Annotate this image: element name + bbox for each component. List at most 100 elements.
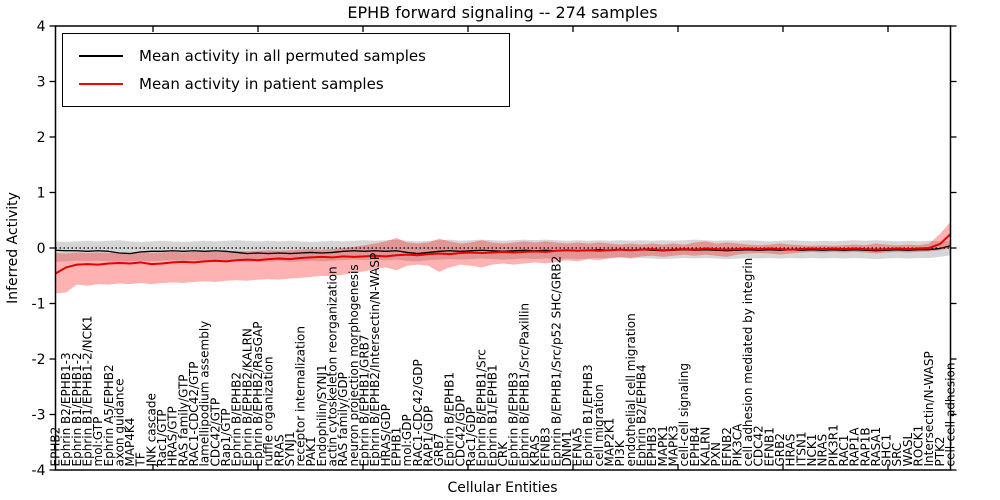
- x-tick-label: EFNA5: [571, 427, 585, 466]
- permuted-line-swatch: [79, 55, 123, 57]
- x-tick-label: RRAS: [272, 434, 286, 466]
- x-tick-label: axon guidance: [112, 379, 126, 467]
- x-tick-label: EFNB3: [539, 427, 553, 466]
- x-tick-label: Ephrin B/EPHB1/Src/Paxillin: [517, 303, 531, 467]
- x-tick-label: neuron projection morphogenesis: [347, 264, 361, 466]
- x-tick-label: SYNJ1: [283, 431, 297, 466]
- x-tick-label: endothelial cell migration: [624, 313, 638, 466]
- x-tick-label: HRAS/GDP: [379, 404, 393, 467]
- x-tick-label: Ephrin B1/EPHB1-2/NCK1: [80, 316, 94, 467]
- x-tick-label: PI3K: [613, 439, 627, 466]
- x-tick-label: Ephrin B/EPHB1: [443, 372, 457, 466]
- x-tick-label: DNM1: [560, 430, 574, 466]
- x-tick-label: PIK3R1: [826, 424, 840, 466]
- y-tick-label: -2: [32, 352, 46, 368]
- x-tick-label: EPHB3: [645, 427, 659, 467]
- x-tick-label: TF: [134, 452, 148, 467]
- x-tick-label: Ephrin B/EPHB3: [507, 372, 521, 466]
- x-tick-label: RAS family/GDP: [336, 372, 350, 466]
- x-tick-label: Ephrin B/EPHB1/Src/p52 SHC/GRB2: [549, 256, 563, 467]
- x-tick-label: KRAS: [528, 435, 542, 467]
- x-tick-label: MAPK3: [666, 425, 680, 466]
- x-tick-label: SHC1: [880, 434, 894, 467]
- x-tick-label: JNK cascade: [144, 393, 158, 467]
- x-tick-label: RAP1B: [858, 427, 872, 466]
- x-tick-label: Rap1/GTP: [219, 408, 233, 466]
- chart-title: EPHB forward signaling -- 274 samples: [347, 3, 658, 22]
- x-tick-label: Ephrin B/EPHB2/KALRN: [240, 328, 254, 466]
- x-tick-label: mol:GTP: [91, 417, 105, 467]
- legend: Mean activity in all permuted samples Me…: [62, 33, 510, 107]
- x-tick-label: RAC1: [837, 435, 851, 467]
- x-tick-label: Endophilin/SYNJ1: [315, 364, 329, 466]
- x-tick-label: CDC42/GTP: [208, 398, 222, 467]
- x-tick-label: cell migration: [592, 384, 606, 466]
- x-tick-label: WASL: [901, 432, 915, 466]
- x-tick-label: lamellipodium assembly: [198, 321, 212, 467]
- x-tick-label: EFNB1: [762, 427, 776, 466]
- x-tick-label: HRAS: [784, 434, 798, 467]
- y-tick-label: 3: [37, 75, 46, 91]
- x-tick-label: Rac1/GTP: [155, 409, 169, 466]
- x-tick-label: Ephrin B/EPHB1/GRB7: [357, 334, 371, 466]
- x-tick-label: CDC42: [752, 425, 766, 466]
- x-tick-label: Ephrin B2/EPHB4: [635, 364, 649, 466]
- x-tick-label: Ephrin B/EPHB2: [230, 372, 244, 466]
- x-tick-label: Ephrin B1/EPHB1: [485, 364, 499, 466]
- x-tick-label: receptor internalization: [294, 326, 308, 466]
- x-tick-label: cell adhesion mediated by integrin: [741, 258, 755, 467]
- x-tick-label: Rac1/GDP: [464, 407, 478, 466]
- x-tick-label: EFNB2: [720, 427, 734, 466]
- x-tick-label: ITSN1: [794, 431, 808, 466]
- x-tick-label: RAP1A: [848, 427, 862, 467]
- x-tick-label: KALRN: [698, 427, 712, 467]
- x-axis-title: Cellular Entities: [447, 480, 558, 496]
- x-tick-label: mol:GDP: [400, 414, 414, 466]
- y-tick-labels: -4 -3 -2 -1 0 1 2 3 4: [32, 19, 46, 479]
- confidence-bands: [55, 221, 951, 294]
- y-tick-label: -4: [32, 463, 46, 479]
- x-tick-label: Ephrin B1/EPHB1-2: [70, 352, 84, 466]
- x-tick-label: EPHB1: [389, 427, 403, 467]
- x-tick-label: MAPK1: [656, 425, 670, 466]
- x-tick-label: GRB7: [432, 433, 446, 467]
- x-tick-label: NCK1: [805, 434, 819, 467]
- x-tick-label: PAK1: [304, 436, 318, 466]
- series-lines: [55, 233, 952, 275]
- x-tick-label: Ephrin A5/EPHB2: [102, 364, 116, 466]
- axis-ticks: [49, 25, 957, 471]
- legend-item-patient: Mean activity in patient samples: [73, 70, 499, 98]
- y-tick-label: -1: [32, 297, 46, 313]
- x-tick-label: PTK2: [933, 436, 947, 466]
- x-tick-label: Intersectin/N-WASP: [922, 351, 936, 466]
- x-tick-label: PXN: [709, 442, 723, 466]
- x-tick-label: GRB2: [773, 433, 787, 467]
- x-tick-label: SRC: [890, 443, 904, 467]
- x-tick-label: Ephrin B/EPHB2/RasGAP: [251, 322, 265, 467]
- x-tick-label: CRK: [496, 441, 510, 467]
- x-tick-label: CDC42/GDP: [453, 395, 467, 466]
- x-tick-label: Ephrin B/EPHB2/Intersectin/N-WASP: [368, 253, 382, 467]
- x-tick-label: RAP1/GDP: [421, 406, 435, 467]
- x-tick-label: MAP2K1: [603, 418, 617, 467]
- patient-range-band: [55, 221, 951, 294]
- x-tick-label: RAC1-CDC42/GTP: [187, 362, 201, 467]
- x-tick-label: ROCK1: [912, 425, 926, 467]
- x-tick-label: RAS family/GTP: [176, 374, 190, 466]
- y-tick-label: 4: [37, 19, 46, 35]
- x-tick-label: Ephrin B2/EPHB1-3: [59, 352, 73, 466]
- patient-line-swatch: [79, 83, 123, 85]
- patient-mean-line: [55, 233, 952, 275]
- x-tick-label: PIK3CA: [730, 423, 744, 467]
- x-tick-label: NRAS: [816, 434, 830, 467]
- x-tick-label: RAC1-CDC42/GDP: [411, 359, 425, 466]
- x-tick-label: cell-cell signaling: [677, 363, 691, 467]
- x-tick-label: actin cytoskeleton reorganization: [326, 266, 340, 466]
- y-tick-label: 1: [37, 186, 46, 202]
- y-tick-label: 2: [37, 130, 46, 146]
- x-tick-label: Ephrin B1/EPHB3: [581, 364, 595, 466]
- y-tick-label: -3: [32, 408, 46, 424]
